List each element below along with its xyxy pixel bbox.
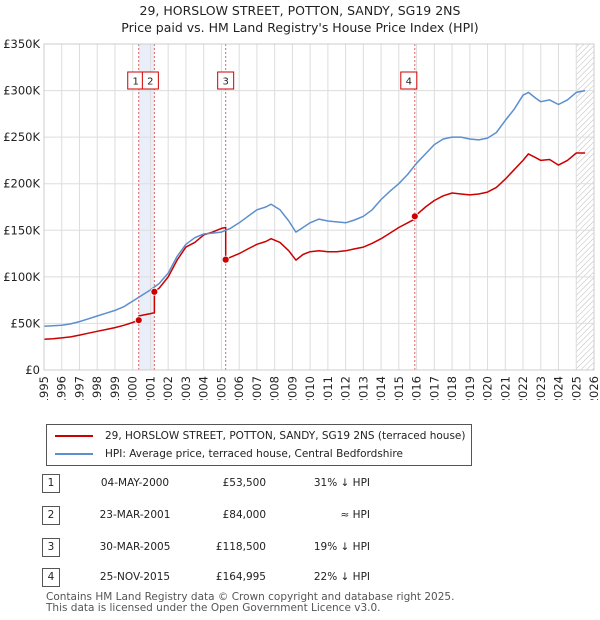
x-tick-label: 2017	[427, 376, 441, 400]
sale-point	[150, 287, 159, 296]
sale-date: 30-MAR-2005	[99, 541, 171, 553]
sale-hpi-comparison: 19% ↓ HPI	[313, 541, 370, 553]
sale-hpi-comparison: ≈ HPI	[340, 509, 370, 521]
x-tick-label: 1997	[72, 376, 86, 400]
chart-sale-badge	[217, 71, 235, 90]
x-tick-label: 2019	[463, 376, 477, 400]
y-tick-label: £300K	[3, 84, 40, 98]
chart-subtitle: Price paid vs. HM Land Registry's House …	[121, 20, 479, 35]
x-tick-label: 2010	[303, 376, 317, 400]
x-tick-label: 2012	[339, 376, 353, 400]
x-tick-label: 2016	[410, 376, 424, 400]
plot-border	[43, 43, 595, 371]
sale-date: 23-MAR-2001	[99, 509, 171, 521]
x-tick-label: 2021	[498, 376, 512, 400]
legend: 29, HORSLOW STREET, POTTON, SANDY, SG19 …	[46, 424, 472, 466]
x-tick-label: 1996	[55, 376, 69, 400]
y-tick-label: £350K	[3, 37, 40, 51]
x-tick-label: 2024	[552, 376, 566, 400]
x-tick-label: 2018	[445, 376, 459, 400]
plot-area	[44, 44, 594, 370]
chart-sale-badge	[141, 71, 159, 90]
x-tick-label: 2015	[392, 376, 406, 400]
footer-copyright: Contains HM Land Registry data © Crown c…	[46, 591, 455, 603]
chart-sale-badge	[400, 71, 418, 90]
chart-sale-badge-label: 3	[222, 77, 228, 88]
y-tick-label: £250K	[3, 130, 40, 144]
x-tick-label: 2011	[321, 376, 335, 400]
sale-price: £118,500	[215, 541, 266, 553]
sale-price: £164,995	[215, 571, 266, 583]
x-tick-label: 2022	[516, 376, 530, 400]
x-tick-label: 2009	[285, 376, 299, 400]
sale-row-3: 3 30-MAR-2005 £118,500 19% ↓ HPI	[0, 538, 600, 558]
x-tick-label: 1995	[37, 376, 51, 400]
future-hatch	[576, 44, 594, 370]
sale-hpi-comparison: 22% ↓ HPI	[313, 571, 370, 583]
sale-number-badge: 1	[42, 474, 60, 493]
x-tick-label: 1998	[90, 376, 104, 400]
chart-sale-badge-label: 4	[406, 77, 412, 88]
x-tick-label: 2006	[232, 376, 246, 400]
sale-number-badge: 3	[42, 538, 60, 557]
chart-sale-badge-label: 2	[147, 77, 153, 88]
x-tick-label: 2007	[250, 376, 264, 400]
sale-date: 04-MAY-2000	[100, 477, 170, 489]
price-chart: 1 2 3 4 £0 £50K £100K £150K £200K £250K £300K £350K…	[3, 37, 600, 400]
x-tick-label: 2004	[197, 376, 211, 400]
legend-swatch-hpi	[55, 453, 93, 455]
x-tick-label: 2014	[374, 376, 388, 400]
sale-point	[221, 255, 230, 264]
legend-label-hpi: HPI: Average price, terraced house, Cent…	[105, 448, 403, 460]
series-line-hpi	[43, 89, 586, 327]
sale-point	[134, 316, 143, 325]
x-tick-label: 2002	[161, 376, 175, 400]
y-tick-label: £0	[25, 363, 40, 377]
chart-title: 29, HORSLOW STREET, POTTON, SANDY, SG19 …	[139, 3, 461, 18]
sale-price: £84,000	[222, 509, 266, 521]
y-tick-label: £150K	[3, 223, 40, 237]
chart-sale-badge-label: 1	[133, 77, 139, 88]
sale-number-badge: 4	[42, 568, 60, 587]
x-tick-label: 2003	[179, 376, 193, 400]
x-tick-label: 2008	[268, 376, 282, 400]
sale-hpi-comparison: 31% ↓ HPI	[313, 477, 370, 489]
sale-date: 25-NOV-2015	[99, 571, 171, 583]
x-tick-label: 2023	[534, 376, 548, 400]
y-tick-label: £200K	[3, 177, 40, 191]
y-tick-label: £100K	[3, 270, 40, 284]
x-tick-label: 2025	[569, 376, 583, 400]
x-tick-label: 2005	[214, 376, 228, 400]
y-tick-label: £50K	[11, 316, 41, 330]
x-tick-label: 2000	[126, 376, 140, 400]
sale-row-1: 1 04-MAY-2000 £53,500 31% ↓ HPI	[0, 474, 600, 494]
x-tick-label: 2026	[587, 376, 600, 400]
x-tick-label: 2001	[143, 376, 157, 400]
x-tick-label: 2013	[356, 376, 370, 400]
sale-row-2: 2 23-MAR-2001 £84,000 ≈ HPI	[0, 506, 600, 526]
sale-number-badge: 2	[42, 506, 60, 525]
x-tick-label: 2020	[481, 376, 495, 400]
legend-swatch-price	[55, 435, 93, 437]
sale-row-4: 4 25-NOV-2015 £164,995 22% ↓ HPI	[0, 568, 600, 588]
footer-license: This data is licensed under the Open Gov…	[46, 602, 381, 614]
x-tick-label: 1999	[108, 376, 122, 400]
legend-label-price: 29, HORSLOW STREET, POTTON, SANDY, SG19 …	[105, 430, 466, 442]
sale-price: £53,500	[222, 477, 266, 489]
sale-point	[410, 212, 419, 221]
